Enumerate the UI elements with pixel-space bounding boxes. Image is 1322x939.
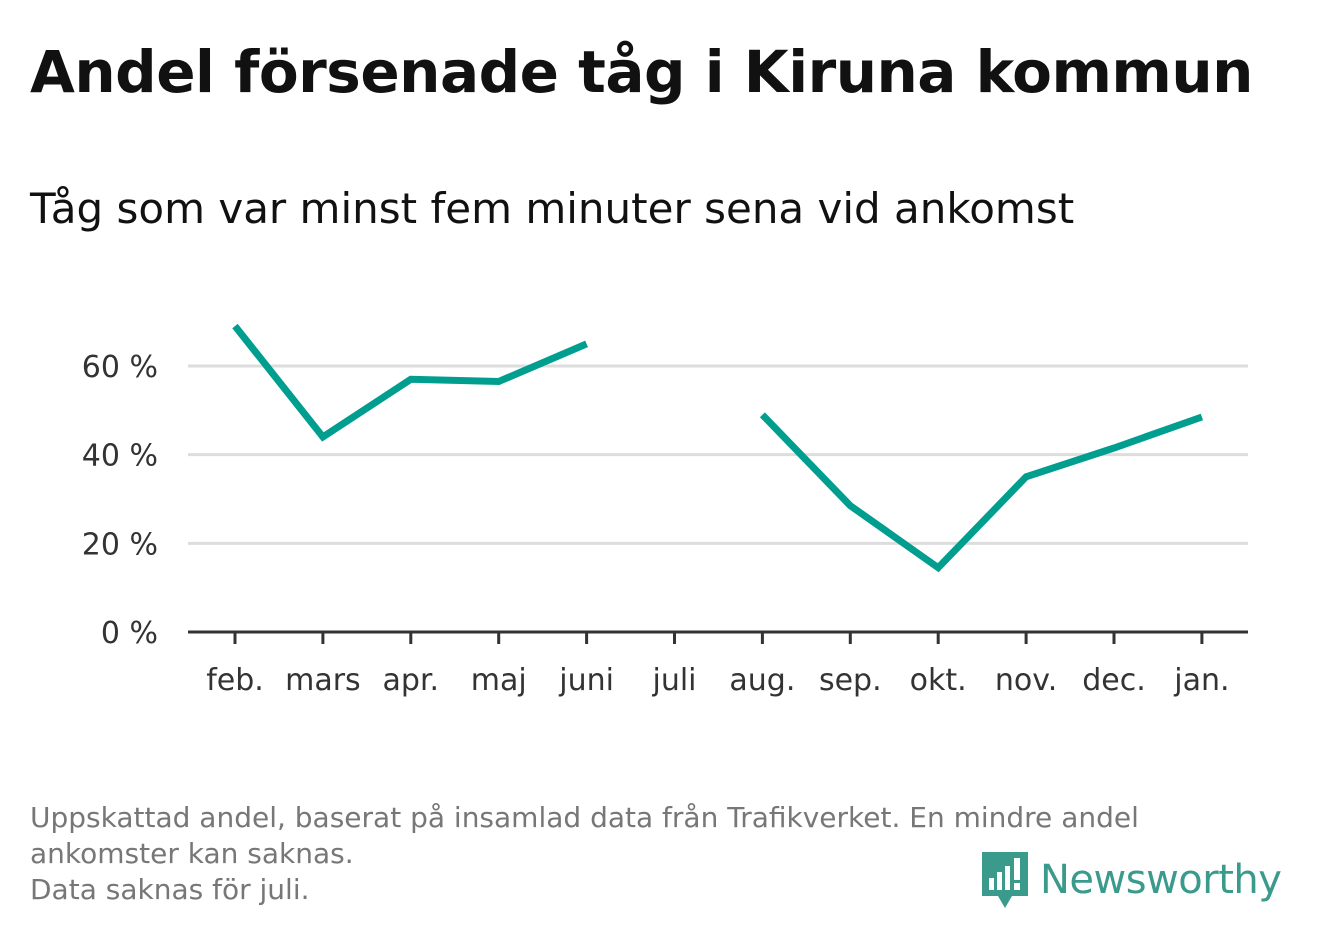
x-tick-label: mars — [285, 663, 361, 698]
x-tick-label: okt. — [910, 663, 967, 698]
chart-title: Andel försenade tåg i Kiruna kommun — [30, 38, 1253, 106]
x-tick-label: feb. — [206, 663, 264, 698]
x-tick-label: maj — [471, 663, 527, 698]
series-lines — [232, 323, 1204, 573]
footnote-line-1: Uppskattad andel, baserat på insamlad da… — [30, 801, 1139, 870]
x-tick-label: juli — [651, 663, 696, 698]
gridlines — [188, 364, 1248, 545]
x-axis: feb. mars apr. maj juni juli aug. sep. okt. nov. d… — [188, 630, 1248, 698]
newsworthy-logo[interactable]: Newsworthy — [980, 850, 1282, 910]
footnote: Uppskattad andel, baserat på insamlad da… — [30, 800, 1290, 908]
y-tick-label: 60 % — [82, 350, 158, 385]
y-axis-ticks: 0 % 20 % 40 % 60 % — [82, 350, 158, 651]
x-tick-label: jan. — [1173, 663, 1229, 698]
x-tick-label: juni — [558, 663, 614, 698]
logo-text: Newsworthy — [1040, 857, 1282, 903]
y-tick-label: 20 % — [82, 527, 158, 562]
x-tick-label: apr. — [383, 663, 440, 698]
newsworthy-logo-icon — [982, 852, 1028, 908]
x-tick-label: dec. — [1082, 663, 1146, 698]
x-tick-label: sep. — [819, 663, 882, 698]
y-tick-label: 0 % — [101, 616, 158, 651]
x-tick-label: nov. — [995, 663, 1057, 698]
series-line — [759, 412, 1204, 573]
footnote-line-2: Data saknas för juli. — [30, 873, 310, 906]
chart-subtitle: Tåg som var minst fem minuter sena vid a… — [30, 184, 1075, 233]
y-tick-label: 40 % — [82, 439, 158, 474]
series-line — [232, 323, 588, 442]
x-tick-label: aug. — [729, 663, 795, 698]
